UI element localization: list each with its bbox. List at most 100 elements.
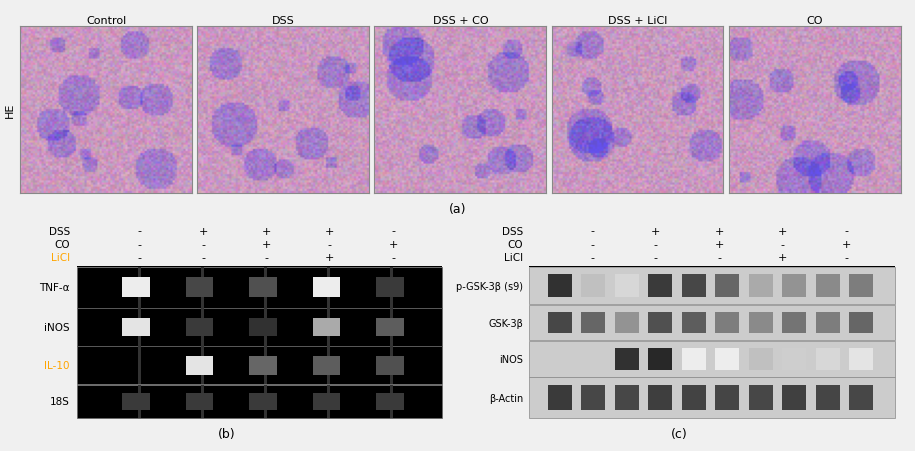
Bar <box>264 347 267 384</box>
Bar <box>77 266 442 267</box>
Bar <box>328 308 330 346</box>
Text: -: - <box>137 239 142 249</box>
Bar <box>77 385 442 418</box>
Text: iNOS: iNOS <box>44 322 70 332</box>
Bar <box>376 393 393 410</box>
Text: -: - <box>392 253 395 263</box>
Bar <box>615 385 639 410</box>
Text: GSK-3β: GSK-3β <box>488 318 523 328</box>
Bar <box>249 356 266 375</box>
Bar <box>581 385 606 410</box>
Text: +: + <box>389 239 398 249</box>
Text: 18S: 18S <box>50 396 70 406</box>
Text: -: - <box>137 226 142 236</box>
Text: -: - <box>201 253 205 263</box>
Bar <box>849 385 873 410</box>
Text: +: + <box>778 226 788 236</box>
Bar <box>387 277 404 298</box>
Bar <box>849 312 873 334</box>
Bar <box>782 348 806 370</box>
Bar <box>186 318 203 336</box>
Text: +: + <box>715 239 724 249</box>
Title: CO: CO <box>806 16 823 26</box>
Bar <box>323 277 340 298</box>
Text: -: - <box>845 253 848 263</box>
Bar <box>530 305 895 341</box>
Text: +: + <box>262 239 271 249</box>
Bar <box>849 348 873 370</box>
Bar <box>548 385 572 410</box>
Text: (a): (a) <box>448 202 467 215</box>
Text: CO: CO <box>54 239 70 249</box>
Bar <box>186 393 203 410</box>
Bar <box>249 393 266 410</box>
Bar <box>387 318 404 336</box>
Bar <box>323 393 340 410</box>
Bar <box>313 277 330 298</box>
Bar <box>376 356 393 375</box>
Bar <box>782 385 806 410</box>
Bar <box>581 312 606 334</box>
Bar <box>682 385 705 410</box>
Text: CO: CO <box>507 239 523 249</box>
Bar <box>649 312 673 334</box>
Bar <box>133 393 150 410</box>
Text: -: - <box>392 226 395 236</box>
Title: DSS: DSS <box>272 16 295 26</box>
Text: -: - <box>590 226 595 236</box>
Bar <box>328 385 330 418</box>
Bar <box>201 308 204 346</box>
Bar <box>716 385 739 410</box>
Text: +: + <box>778 253 788 263</box>
Bar <box>133 318 150 336</box>
Text: HE: HE <box>5 103 15 118</box>
Text: DSS: DSS <box>501 226 523 236</box>
Bar <box>530 266 895 267</box>
Bar <box>186 356 203 375</box>
Bar <box>649 385 673 410</box>
Bar <box>682 312 705 334</box>
Text: +: + <box>325 253 335 263</box>
Bar <box>260 393 277 410</box>
Title: Control: Control <box>86 16 126 26</box>
Bar <box>716 274 739 298</box>
Text: DSS: DSS <box>48 226 70 236</box>
Text: -: - <box>590 253 595 263</box>
Bar <box>649 274 673 298</box>
Bar <box>782 274 806 298</box>
Text: β-Actin: β-Actin <box>489 393 523 403</box>
Bar <box>123 277 140 298</box>
Bar <box>138 347 141 384</box>
Bar <box>387 393 404 410</box>
Bar <box>201 347 204 384</box>
Text: -: - <box>780 239 785 249</box>
Bar <box>391 308 393 346</box>
Title: DSS + LiCl: DSS + LiCl <box>608 16 667 26</box>
Bar <box>682 274 705 298</box>
Bar <box>323 356 340 375</box>
Text: -: - <box>654 239 658 249</box>
Title: DSS + CO: DSS + CO <box>433 16 488 26</box>
Bar <box>748 274 772 298</box>
Bar <box>328 347 330 384</box>
Bar <box>123 318 140 336</box>
Bar <box>376 277 393 298</box>
Text: LiCl: LiCl <box>51 253 70 263</box>
Text: IL-10: IL-10 <box>45 360 70 371</box>
Bar <box>387 356 404 375</box>
Bar <box>391 347 393 384</box>
Bar <box>264 267 267 308</box>
Bar <box>138 308 141 346</box>
Text: p-GSK-3β (s9): p-GSK-3β (s9) <box>456 281 523 291</box>
Text: +: + <box>651 226 661 236</box>
Bar <box>323 318 340 336</box>
Bar <box>649 348 673 370</box>
Bar <box>581 274 606 298</box>
Bar <box>615 274 639 298</box>
Bar <box>548 274 572 298</box>
Bar <box>530 267 895 305</box>
Bar <box>391 385 393 418</box>
Bar <box>815 312 840 334</box>
Text: -: - <box>137 253 142 263</box>
Bar <box>138 267 141 308</box>
